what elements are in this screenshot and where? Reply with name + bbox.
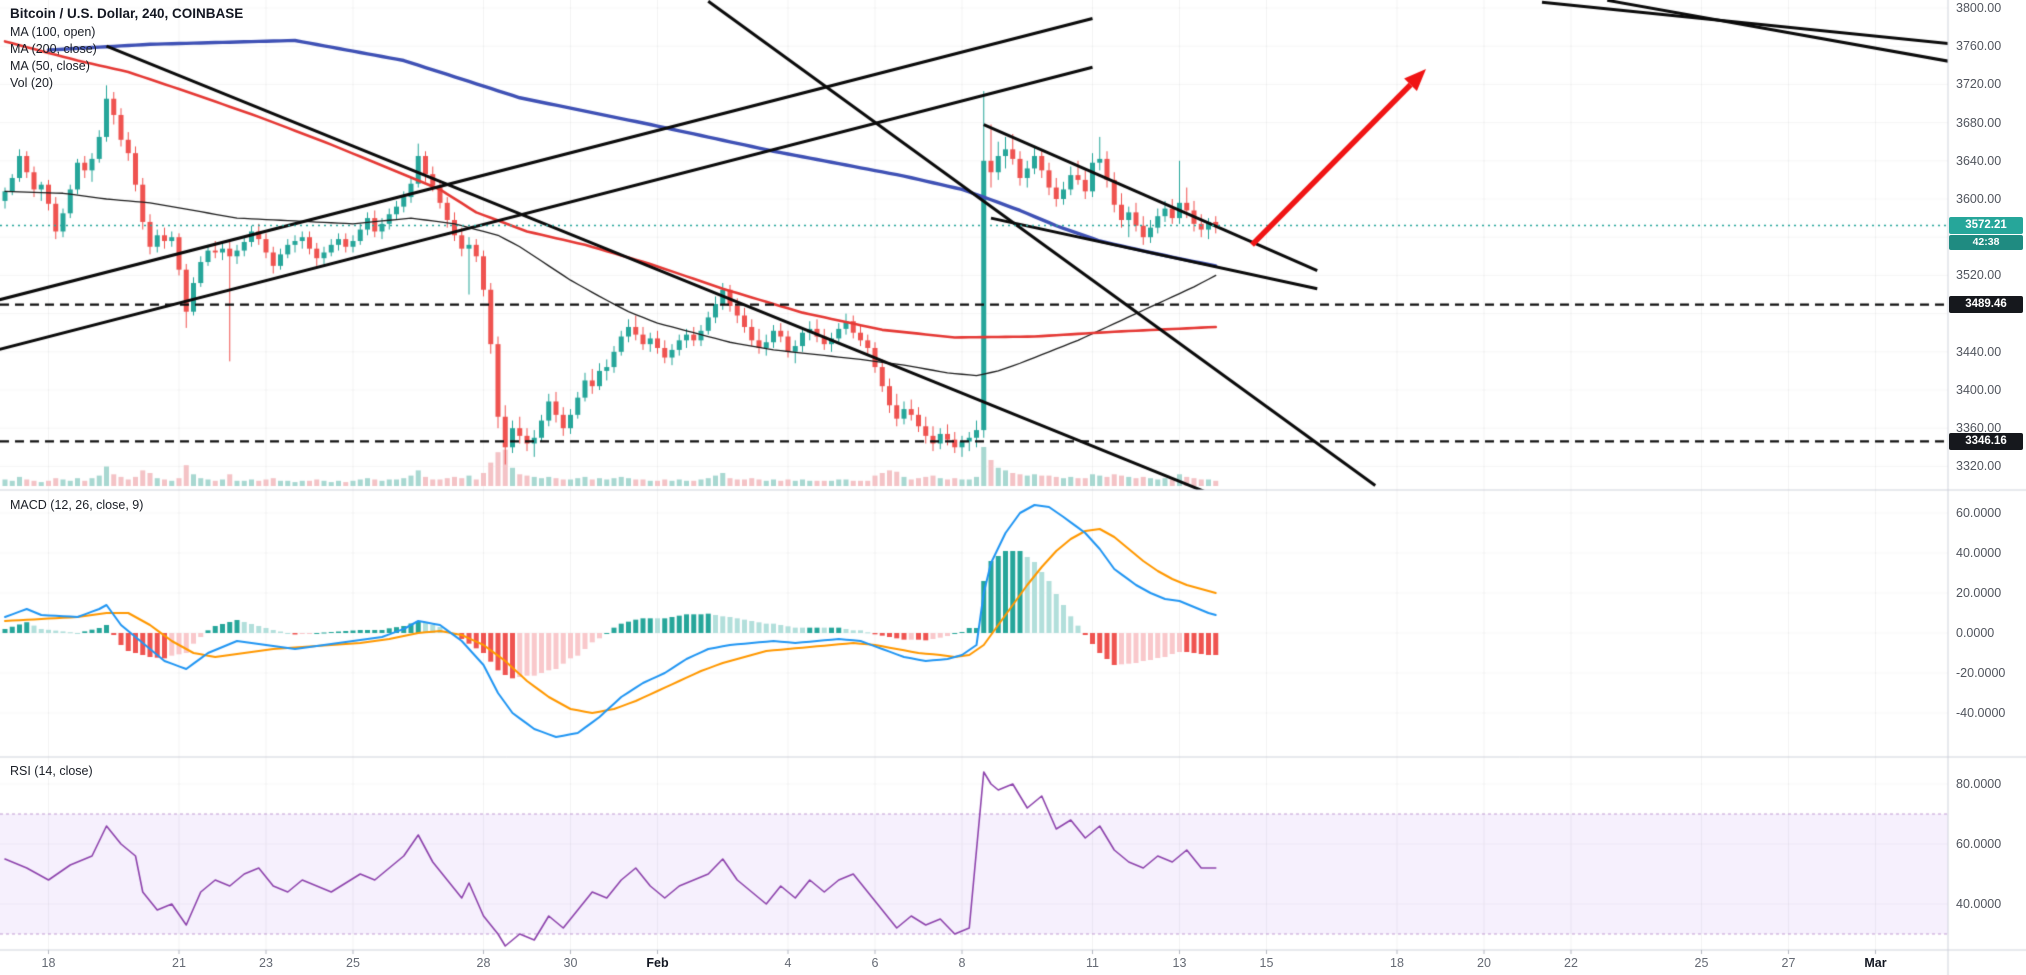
ma200-legend[interactable]: MA (200, close) — [10, 42, 97, 56]
price-axis-label: 3320.00 — [1956, 459, 2002, 474]
price-pane-legend: Bitcoin / U.S. Dollar, 240, COINBASE MA … — [10, 6, 243, 92]
time-axis-label: 8 — [958, 956, 966, 970]
time-axis-label: 18 — [1390, 956, 1404, 970]
time-axis-label: 28 — [476, 956, 491, 970]
rsi-legend[interactable]: RSI (14, close) — [10, 764, 93, 778]
time-axis-label: 25 — [1694, 956, 1709, 970]
time-axis-label: 25 — [346, 956, 360, 970]
time-axis-label: 6 — [871, 956, 879, 970]
time-axis-label: 21 — [172, 956, 186, 970]
price-axis-label: 3520.00 — [1956, 268, 2002, 283]
price-axis-label: 3440.00 — [1956, 344, 2002, 359]
time-axis-label: 15 — [1259, 956, 1274, 970]
time-axis-label: Mar — [1864, 956, 1887, 970]
price-axis-label: 3360.00 — [1956, 421, 2002, 436]
rsi-axis-label: 80.0000 — [1956, 777, 2002, 791]
macd-axis-label: 40.0000 — [1956, 546, 2002, 560]
time-axis-label: 20 — [1477, 956, 1491, 970]
price-axis-label: 3720.00 — [1956, 77, 2002, 92]
time-axis-label: 11 — [1086, 956, 1099, 970]
symbol-title[interactable]: Bitcoin / U.S. Dollar, 240, COINBASE — [10, 6, 244, 21]
price-axis-label: 3680.00 — [1956, 115, 2002, 130]
price-axis-label: 3800.00 — [1956, 1, 2002, 15]
macd-axis-label: -40.0000 — [1956, 706, 2006, 720]
price-axis-label: 3600.00 — [1956, 192, 2002, 206]
price-level-badge-1: 3489.46 — [1949, 296, 2023, 314]
time-axis-label: 30 — [563, 956, 578, 970]
time-axis-label: Feb — [646, 956, 669, 970]
ma100-legend[interactable]: MA (100, open) — [10, 25, 96, 39]
macd-pane-legend: MACD (12, 26, close, 9) — [10, 497, 143, 514]
ma50-legend[interactable]: MA (50, close) — [10, 59, 90, 73]
volume-legend[interactable]: Vol (20) — [10, 76, 54, 90]
price-axis-label: 3640.00 — [1956, 153, 2002, 168]
macd-axis-label: 20.0000 — [1956, 586, 2002, 600]
time-axis-label: 4 — [784, 956, 792, 970]
time-axis-label: 27 — [1781, 956, 1796, 970]
time-axis-label: 22 — [1564, 956, 1578, 970]
rsi-axis-label: 60.0000 — [1956, 837, 2002, 851]
time-axis-label: 13 — [1172, 956, 1187, 970]
time-axis-label: 23 — [259, 956, 273, 970]
macd-axis-label: 60.0000 — [1956, 506, 2002, 520]
price-level-badge-2: 3346.16 — [1949, 432, 2023, 450]
rsi-axis-label: 40.0000 — [1956, 897, 2002, 911]
bar-countdown-badge: 42:38 — [1949, 234, 2023, 250]
macd-axis-label: -20.0000 — [1956, 666, 2006, 680]
macd-axis-label: 0.0000 — [1956, 626, 1995, 640]
rsi-pane-legend: RSI (14, close) — [10, 763, 93, 780]
time-axis-label: 18 — [41, 956, 56, 970]
macd-legend[interactable]: MACD (12, 26, close, 9) — [10, 498, 144, 512]
last-price-badge: 3572.21 — [1949, 217, 2023, 235]
price-axis-label: 3400.00 — [1956, 383, 2002, 397]
price-axis-label: 3760.00 — [1956, 39, 2002, 54]
